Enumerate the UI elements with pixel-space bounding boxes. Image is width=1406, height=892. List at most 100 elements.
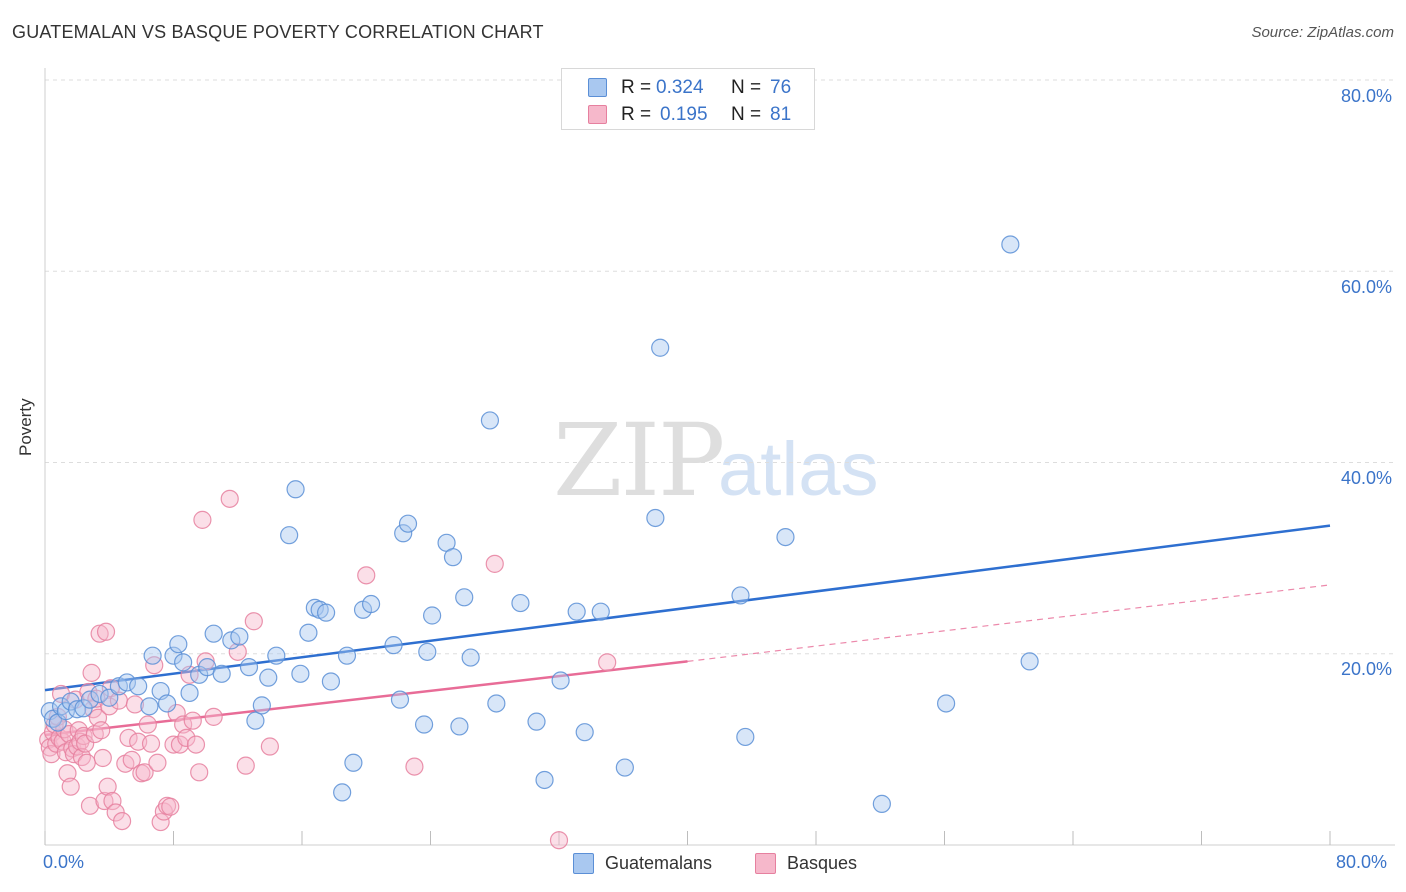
basques-point: [103, 791, 122, 811]
guatemalans-point: [239, 658, 259, 677]
basques-point: [186, 735, 206, 754]
r-value: 0.195: [660, 104, 708, 125]
guatemalans-point: [394, 524, 413, 543]
basques-point: [260, 737, 279, 756]
basques-point: [74, 726, 93, 746]
n-value: 81: [770, 104, 792, 125]
guatemalans-point: [143, 646, 162, 665]
basques-point: [170, 735, 190, 754]
basques-point: [228, 642, 247, 661]
guatemalans-point: [291, 664, 310, 683]
y-tick-label: 40.0%: [1340, 468, 1392, 488]
guatemalans-point: [316, 603, 336, 622]
guatemalans-point: [230, 627, 249, 646]
guatemalans-point: [615, 758, 634, 777]
guatemalans-point: [450, 717, 469, 736]
guatemalans-swatch: [573, 853, 594, 874]
guatemalans-swatch: [588, 78, 607, 97]
basques-point: [82, 663, 101, 682]
x-tick-label: 80.0%: [1336, 852, 1388, 872]
guatemalans-point: [90, 684, 109, 704]
basques-point: [161, 797, 180, 816]
basques-point: [119, 728, 138, 748]
y-axis-label: Poverty: [16, 398, 35, 456]
guatemalans-point: [267, 646, 286, 665]
basques-point: [151, 812, 170, 832]
basques-point: [183, 711, 202, 730]
guatemalans-point: [455, 588, 474, 607]
guatemalans-point: [280, 526, 299, 545]
y-tick-label: 20.0%: [1340, 659, 1392, 679]
guatemalans-point: [140, 697, 159, 716]
guatemalans-point: [157, 694, 177, 713]
x-tick-label: 0.0%: [43, 852, 85, 872]
guatemalans-point: [535, 770, 554, 790]
r-label: R =: [621, 77, 652, 98]
guatemalans-point: [575, 723, 594, 742]
guatemalans-point: [204, 624, 223, 643]
guatemalans-point: [174, 653, 193, 672]
basques-point: [236, 756, 255, 775]
guatemalans-point: [1020, 652, 1039, 671]
guatemalans-point: [480, 411, 500, 430]
guatemalans-point: [423, 606, 442, 625]
guatemalans-point: [117, 673, 137, 692]
guatemalans-point: [731, 586, 750, 605]
r-label: R =: [621, 104, 652, 125]
guatemalans-point: [361, 594, 381, 614]
y-tick-label: 60.0%: [1340, 277, 1392, 297]
basques-point: [92, 721, 111, 740]
basques-point: [90, 624, 109, 643]
basques-point: [80, 796, 100, 815]
basques-point: [485, 554, 504, 573]
guatemalans-point: [511, 593, 530, 613]
guatemalans-point: [246, 711, 265, 730]
basques-swatch: [588, 105, 607, 124]
basques-point: [76, 734, 95, 753]
guatemalans-point: [443, 548, 463, 567]
axes: [44, 68, 1395, 846]
basques-point: [112, 811, 132, 831]
guatemalans-point: [56, 702, 75, 721]
guatemalans-point: [333, 783, 352, 802]
basques-point: [174, 715, 193, 734]
basques-point: [167, 703, 186, 723]
correlation-legend: R = 0.324 N = 76 R = 0.195 N = 81: [561, 68, 815, 130]
guatemalans-point: [337, 646, 357, 665]
basques-point: [405, 757, 424, 776]
basques-point: [77, 753, 96, 772]
trend-lines: [44, 524, 1331, 737]
grid-lines: [45, 79, 1395, 655]
guatemalans-point: [398, 514, 418, 533]
basques-point: [190, 763, 209, 782]
basques-point: [549, 831, 569, 850]
basques-point: [357, 566, 376, 585]
guatemalans-point: [736, 727, 755, 747]
guatemalans-point: [252, 696, 271, 715]
data-points: [39, 235, 1039, 850]
basques-point: [204, 707, 223, 726]
source-label: Source: ZipAtlas.com: [1251, 24, 1394, 41]
basques-point: [125, 695, 145, 714]
guatemalans-point: [551, 671, 570, 690]
guatemalans-point: [321, 672, 341, 691]
guatemalans-point: [299, 623, 318, 642]
basques-point: [193, 510, 212, 529]
legend-label: Basques: [787, 853, 858, 873]
n-label: N =: [731, 104, 762, 125]
guatemalans-point: [180, 683, 199, 703]
basques-point: [244, 612, 263, 631]
basques-point: [598, 653, 617, 672]
trend-line-basques: [44, 660, 688, 737]
guatemalans-point: [169, 635, 188, 654]
guatemalans-point: [567, 602, 586, 621]
guatemalans-point: [651, 338, 670, 357]
guatemalans-point: [1001, 235, 1020, 254]
basques-point: [148, 753, 167, 772]
basques-point: [72, 747, 92, 767]
guatemalans-point: [129, 677, 148, 696]
basques-point: [138, 715, 157, 734]
trend-line-guatemalans: [44, 524, 1331, 692]
basques-swatch: [755, 853, 776, 874]
